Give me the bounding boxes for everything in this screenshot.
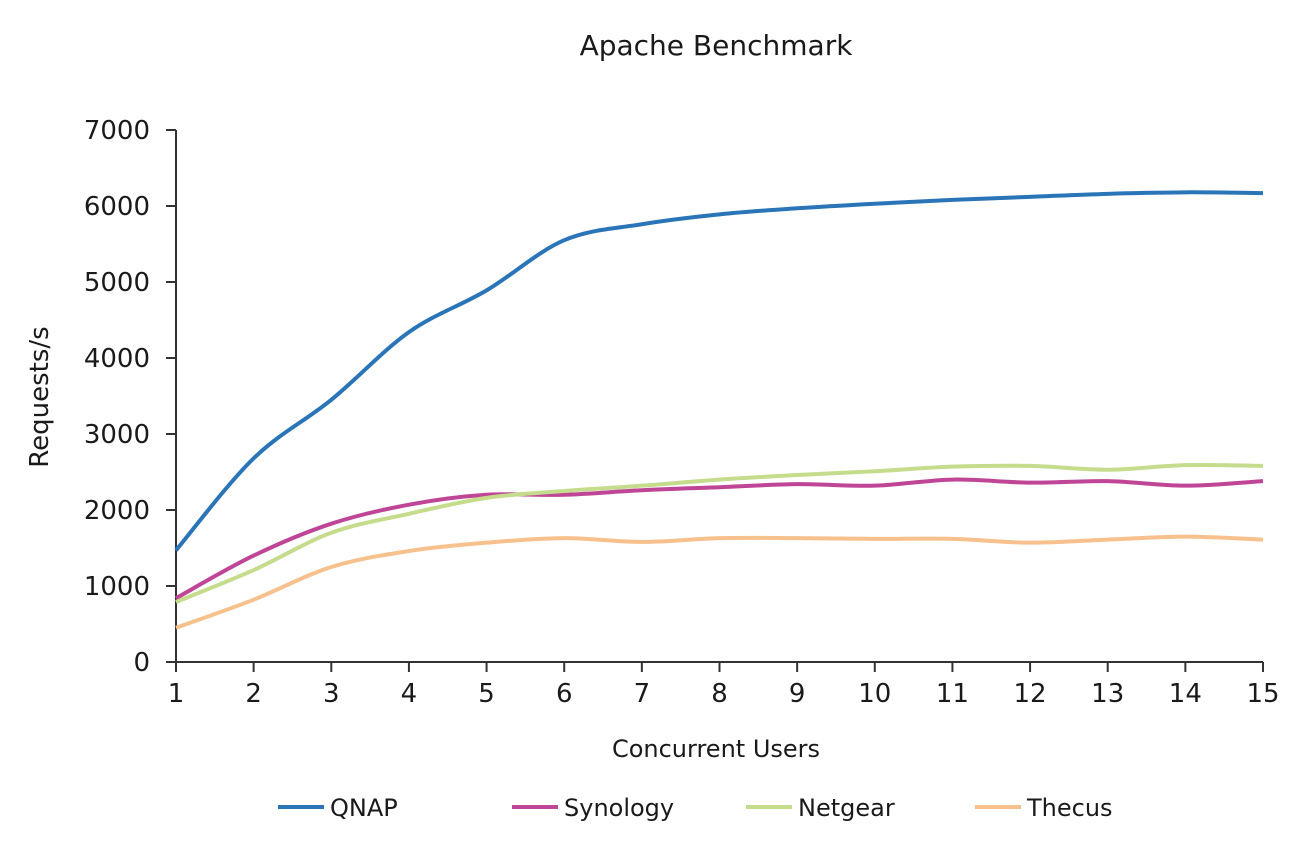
x-tick-label: 2: [245, 679, 262, 709]
x-axis-label: Concurrent Users: [612, 735, 820, 763]
y-tick-label: 4000: [84, 344, 150, 374]
x-tick-label: 3: [323, 679, 340, 709]
y-axis-label: Requests/s: [25, 326, 55, 467]
y-tick-label: 0: [133, 648, 150, 678]
chart-title: Apache Benchmark: [580, 29, 854, 62]
y-tick-label: 7000: [84, 116, 150, 146]
y-tick-label: 3000: [84, 420, 150, 450]
x-tick-label: 5: [478, 679, 495, 709]
x-tick-label: 6: [556, 679, 573, 709]
x-tick-label: 12: [1014, 679, 1047, 709]
x-tick-label: 1: [168, 679, 185, 709]
legend-label: QNAP: [330, 794, 398, 822]
x-tick-label: 14: [1169, 679, 1202, 709]
y-tick-label: 5000: [84, 268, 150, 298]
x-tick-label: 4: [401, 679, 418, 709]
x-tick-label: 11: [936, 679, 969, 709]
x-tick-label: 7: [634, 679, 651, 709]
series-line-thecus: [175, 534, 1264, 630]
y-tick-label: 2000: [84, 496, 150, 526]
legend-label: Thecus: [1026, 794, 1113, 822]
legend-item-netgear: Netgear: [746, 794, 895, 822]
series-line-netgear: [175, 462, 1264, 604]
series-line-synology: [175, 477, 1264, 600]
x-tick-label: 13: [1091, 679, 1124, 709]
legend-item-synology: Synology: [512, 794, 674, 822]
legend-label: Synology: [564, 794, 674, 822]
x-tick-label: 8: [711, 679, 728, 709]
y-tick-label: 6000: [84, 192, 150, 222]
x-tick-label: 9: [789, 679, 806, 709]
legend-label: Netgear: [798, 794, 895, 822]
series-line-qnap: [174, 190, 1264, 552]
x-tick-label: 10: [858, 679, 891, 709]
legend-item-thecus: Thecus: [975, 794, 1113, 822]
y-tick-label: 1000: [84, 572, 150, 602]
x-tick-label: 15: [1246, 679, 1279, 709]
legend-item-qnap: QNAP: [278, 794, 398, 822]
